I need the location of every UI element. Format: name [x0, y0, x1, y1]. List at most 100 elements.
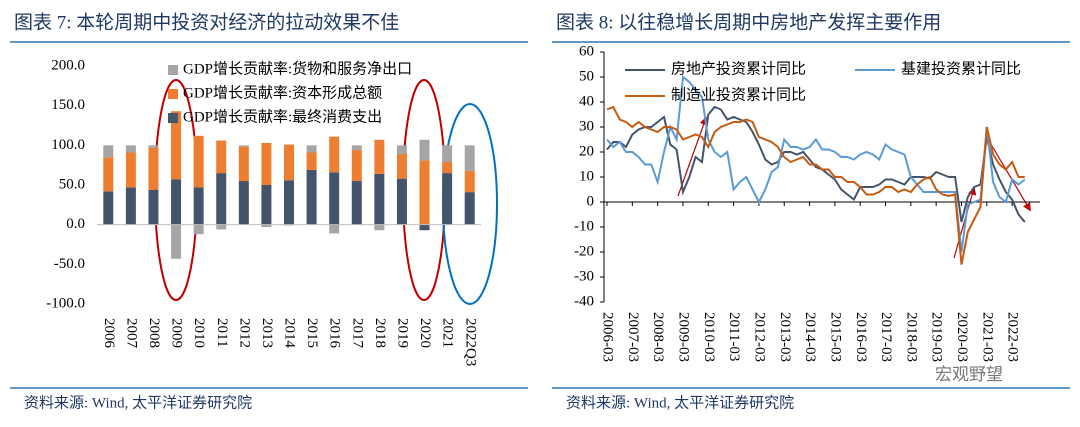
- bar: [419, 224, 430, 231]
- bar: [148, 147, 159, 190]
- x-tick-label: 2012-03: [751, 312, 767, 362]
- line: [606, 75, 1026, 253]
- bar: [261, 185, 272, 225]
- bar: [216, 173, 227, 225]
- x-tick-label: 2009: [169, 318, 185, 348]
- bar: [216, 140, 227, 174]
- line: [606, 105, 1026, 223]
- bar: [238, 146, 249, 182]
- x-tick-label: 2021: [440, 318, 456, 348]
- bar: [148, 145, 159, 148]
- y-tick-label: 0.0: [66, 216, 85, 232]
- bar: [284, 144, 294, 181]
- x-tick-label: 2015-03: [827, 312, 843, 362]
- x-tick-label: 2012: [236, 318, 252, 348]
- bar: [193, 187, 204, 225]
- x-tick-label: 2013-03: [777, 312, 793, 362]
- bar: [351, 150, 362, 182]
- y-tick-label: 40: [579, 93, 594, 109]
- bar: [374, 173, 385, 225]
- bar: [261, 142, 272, 185]
- legend-swatch: [168, 89, 178, 99]
- bar: [238, 181, 249, 225]
- y-tick-label: -30: [574, 268, 594, 284]
- arrow: [991, 145, 1031, 212]
- y-tick-label: 150.0: [51, 97, 85, 113]
- y-tick-label: 50: [579, 68, 594, 84]
- arrow: [953, 186, 977, 259]
- y-tick-label: 60: [579, 43, 594, 59]
- chart-title: 图表 7: 本轮周期中投资对经济的拉动效果不佳: [14, 11, 399, 33]
- bar: [306, 152, 317, 170]
- bar: [329, 136, 340, 173]
- legend-label: GDP增长贡献率:货物和服务净出口: [183, 60, 412, 77]
- x-tick-label: 2022-03: [1005, 312, 1021, 362]
- x-tick-label: 2008: [146, 318, 162, 348]
- x-tick-label: 2014-03: [802, 312, 818, 362]
- x-tick-label: 2017: [349, 318, 365, 349]
- y-tick-label: 0: [587, 193, 595, 209]
- bar: [396, 178, 407, 225]
- y-tick-label: -100.0: [46, 295, 85, 311]
- y-tick-label: -20: [574, 243, 594, 259]
- y-tick-label: 50.0: [59, 176, 85, 192]
- y-tick-label: 10: [579, 168, 594, 184]
- x-tick-label: 2006: [101, 318, 117, 349]
- bar: [351, 181, 362, 225]
- bar: [419, 139, 430, 161]
- bar: [171, 111, 182, 180]
- legend-swatch: [168, 65, 178, 75]
- bar: [306, 169, 317, 225]
- bar: [125, 145, 136, 153]
- bar: [103, 145, 114, 158]
- legend-label: GDP增长贡献率:资本形成总额: [183, 84, 382, 101]
- bar: [351, 145, 362, 151]
- x-tick-label: 2021-03: [979, 312, 995, 362]
- bar: [216, 224, 227, 230]
- bar: [464, 192, 475, 225]
- y-tick-label: 200.0: [51, 57, 85, 73]
- y-tick-label: -40: [574, 293, 594, 309]
- watermark: 宏观野望: [935, 365, 1003, 384]
- bar: [193, 224, 204, 235]
- bar: [464, 170, 475, 193]
- y-tick-label: -50.0: [54, 256, 85, 272]
- y-tick-label: -10: [574, 218, 594, 234]
- x-tick-label: 2019: [395, 318, 411, 348]
- x-tick-label: 2017-03: [878, 312, 894, 362]
- legend-swatch: [168, 113, 178, 123]
- x-tick-label: 2008-03: [650, 312, 666, 362]
- bar: [103, 157, 114, 192]
- y-tick-label: 30: [579, 118, 594, 134]
- x-tick-label: 2019-03: [929, 312, 945, 362]
- bar: [374, 139, 385, 174]
- y-tick-label: 20: [579, 143, 594, 159]
- bar: [464, 145, 475, 171]
- x-tick-label: 2006-03: [600, 312, 616, 362]
- bar: [125, 152, 136, 188]
- source: 资料来源: Wind, 太平洋证券研究院: [566, 393, 794, 411]
- arrow: [677, 116, 708, 197]
- x-tick-label: 2010: [191, 318, 207, 348]
- legend-label: GDP增长贡献率:最终消费支出: [183, 108, 382, 125]
- x-tick-label: 2020-03: [954, 312, 970, 362]
- bar: [103, 191, 114, 225]
- legend-label: 房地产投资累计同比: [671, 60, 806, 77]
- bar: [193, 135, 204, 188]
- x-tick-label: 2022Q3: [462, 318, 478, 366]
- x-tick-label: 2015: [304, 318, 320, 348]
- bar: [125, 187, 136, 225]
- legend-label: 制造业投资累计同比: [671, 86, 806, 103]
- chart-title: 图表 8: 以往稳增长周期中房地产发挥主要作用: [556, 11, 941, 33]
- bar: [396, 154, 407, 179]
- bar: [148, 189, 159, 225]
- x-tick-label: 2014: [282, 318, 298, 349]
- bar: [261, 224, 272, 228]
- x-tick-label: 2007-03: [625, 312, 641, 362]
- x-tick-label: 2013: [259, 318, 275, 348]
- x-tick-label: 2018: [372, 318, 388, 348]
- x-tick-label: 2010-03: [701, 312, 717, 362]
- bar: [329, 224, 340, 234]
- bar: [171, 179, 182, 225]
- bar: [396, 145, 407, 155]
